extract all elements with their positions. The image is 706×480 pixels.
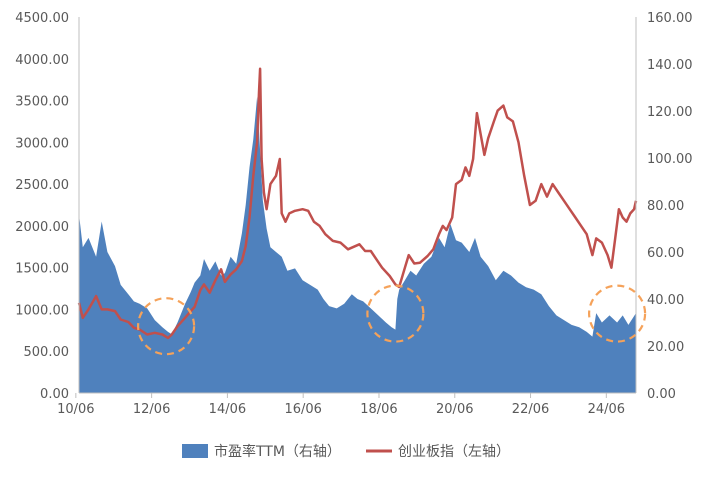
left-tick-label: 3500.00 bbox=[15, 95, 69, 110]
right-tick-label: 120.00 bbox=[647, 105, 693, 120]
x-tick-label: 16/06 bbox=[284, 402, 321, 417]
line-layer bbox=[77, 67, 638, 340]
left-tick-label: 3000.00 bbox=[15, 136, 69, 151]
left-tick-label: 2000.00 bbox=[15, 220, 69, 235]
left-tick-label: 0.00 bbox=[40, 387, 69, 402]
right-tick-label: 100.00 bbox=[647, 152, 693, 167]
right-tick-label: 160.00 bbox=[647, 11, 693, 26]
x-tick-label: 20/06 bbox=[436, 402, 473, 417]
legend: 市盈率TTM（右轴） 创业板指（左轴） bbox=[182, 443, 510, 460]
right-tick-label: 80.00 bbox=[647, 199, 684, 214]
highlight-circle-3 bbox=[587, 284, 647, 343]
area-layer bbox=[79, 96, 636, 394]
pe-ttm-area bbox=[79, 96, 636, 394]
left-tick-label: 500.00 bbox=[24, 345, 70, 360]
annotation-layer bbox=[137, 284, 647, 356]
x-tick-label: 24/06 bbox=[588, 402, 625, 417]
x-tick-label: 22/06 bbox=[512, 402, 549, 417]
legend-label-pe-ttm: 市盈率TTM（右轴） bbox=[214, 443, 341, 460]
highlight-circle-1 bbox=[137, 297, 196, 356]
left-tick-label: 4500.00 bbox=[15, 11, 69, 26]
x-tick-label: 12/06 bbox=[133, 402, 170, 417]
right-tick-label: 0.00 bbox=[647, 387, 676, 402]
right-tick-label: 60.00 bbox=[647, 246, 684, 261]
right-tick-label: 40.00 bbox=[647, 293, 684, 308]
left-tick-label: 1500.00 bbox=[15, 262, 69, 277]
x-tick-label: 18/06 bbox=[360, 402, 397, 417]
x-tick-label: 14/06 bbox=[209, 402, 246, 417]
legend-swatch-pe-ttm bbox=[182, 444, 208, 458]
right-tick-label: 20.00 bbox=[647, 340, 684, 355]
left-tick-label: 2500.00 bbox=[15, 178, 69, 193]
x-tick-label: 10/06 bbox=[57, 402, 94, 417]
chinext-index-line bbox=[77, 67, 638, 340]
axis-layer: 0.00 500.00 1000.00 1500.00 2000.00 2500.00 30… bbox=[15, 11, 692, 417]
highlight-circle-2 bbox=[366, 284, 425, 343]
left-tick-label: 1000.00 bbox=[15, 303, 69, 318]
left-tick-label: 4000.00 bbox=[15, 53, 69, 68]
right-tick-label: 140.00 bbox=[647, 58, 693, 73]
legend-label-chinext: 创业板指（左轴） bbox=[398, 444, 510, 460]
